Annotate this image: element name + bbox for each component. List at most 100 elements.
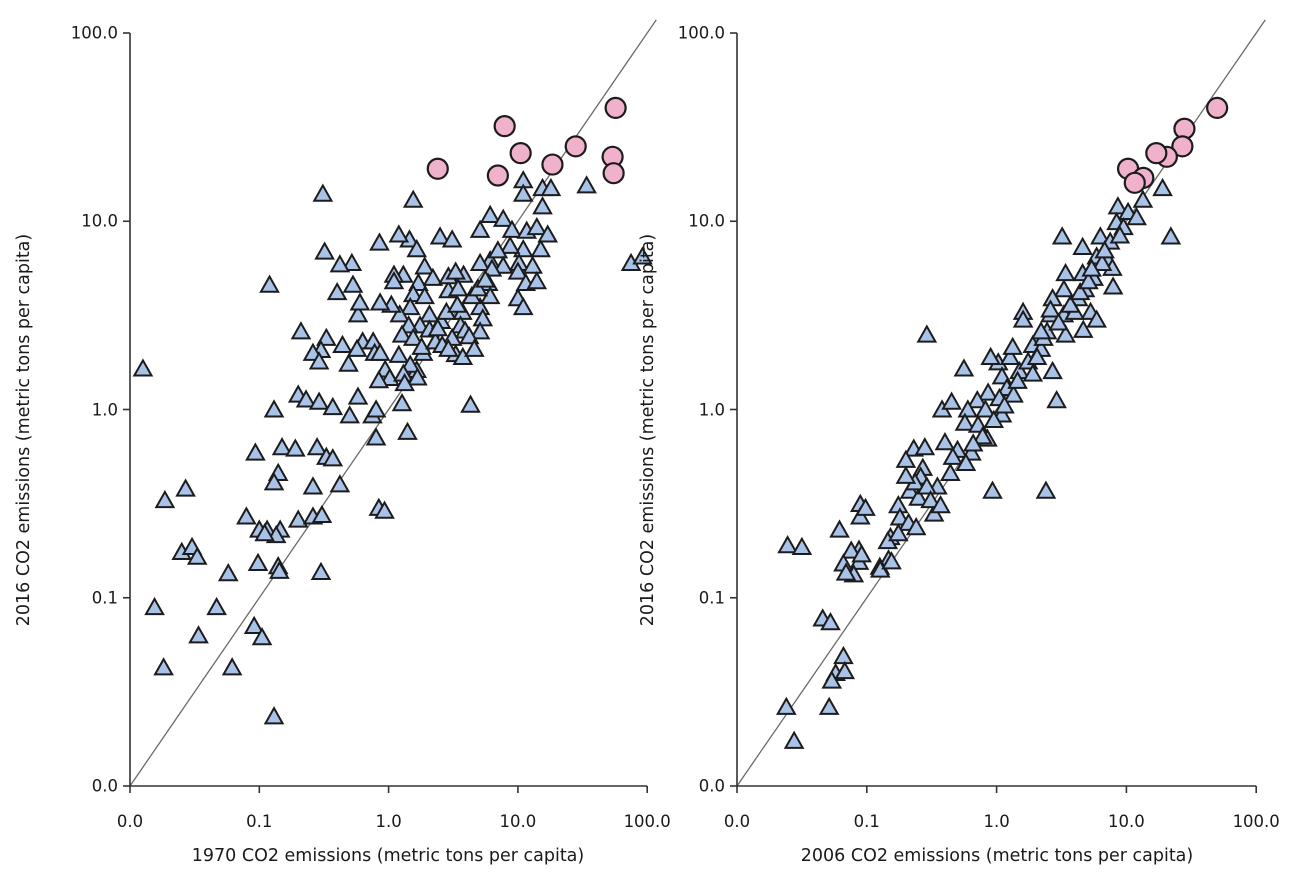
left-plot-data-point-triangle	[322, 396, 344, 416]
left-plot-data-point-triangle	[540, 177, 562, 197]
right-plot-data-point-triangle	[966, 390, 988, 409]
left-plot-data-point-triangle	[329, 474, 351, 493]
right-plot-data-point-triangle	[930, 495, 951, 514]
right-plot-data-point-circle	[1123, 171, 1146, 194]
left-plot-data-point-triangle	[406, 239, 428, 258]
left-plot-data-point-triangle	[247, 552, 269, 571]
left-plot-data-point-circle	[493, 115, 516, 138]
right-plot-data-point-triangle	[821, 670, 843, 689]
left-plot-data-point-triangle	[271, 437, 293, 456]
left-plot-x-tick-label: 100.0	[623, 812, 671, 831]
left-plot-data-point-triangle	[391, 324, 413, 343]
right-plot-data-point-triangle	[849, 506, 871, 525]
left-plot-data-point-triangle	[399, 296, 421, 316]
right-plot-data-point-triangle	[1046, 390, 1067, 409]
left-plot-data-point-triangle	[532, 196, 553, 215]
left-plot-data-point-circle	[604, 96, 627, 120]
left-plot-data-point-circle	[426, 157, 449, 180]
right-plot-data-point-triangle	[941, 391, 962, 410]
right-plot-data-point-triangle	[977, 382, 999, 401]
left-plot-data-point-triangle	[188, 625, 209, 644]
left-plot-data-point-triangle	[447, 278, 469, 297]
left-plot-data-point-circle	[509, 142, 532, 165]
right-plot-data-point-triangle	[1012, 309, 1034, 328]
left-plot-data-point-triangle	[499, 235, 521, 254]
right-plot-data-point-triangle	[1072, 236, 1093, 255]
left-plot-data-point-triangle	[472, 308, 494, 327]
right-plot-data-point-triangle	[1109, 225, 1131, 244]
left-plot-data-point-triangle	[186, 546, 208, 565]
right-plot-x-axis-label: 2006 CO2 emissions (metric tons per capi…	[800, 846, 1194, 866]
right-plot-y-axis-label: 2016 CO2 emissions (metric tons per capi…	[638, 233, 658, 627]
left-plot-data-point-triangle	[263, 399, 285, 418]
right-plot-data-point-triangle	[1091, 252, 1113, 272]
right-plot-data-point-triangle	[916, 324, 938, 343]
left-plot-data-point-triangle	[467, 278, 489, 297]
right-plot-data-point-triangle	[982, 480, 1003, 499]
right-plot-data-point-triangle	[791, 536, 813, 556]
left-plot-data-point-triangle	[269, 560, 290, 579]
right-plot-data-point-triangle	[1007, 370, 1028, 389]
right-plot-data-point-triangle	[1086, 309, 1107, 328]
left-plot-x-tick-label: 1.0	[375, 812, 402, 831]
left-plot-data-point-triangle	[460, 394, 481, 413]
right-plot-y-tick-label: 10.0	[688, 211, 725, 231]
right-plot-data-point-circle	[1145, 142, 1168, 165]
right-plot-data-point-triangle	[955, 452, 977, 471]
left-plot-data-point-triangle	[306, 437, 328, 456]
left-plot-data-point-triangle	[217, 562, 239, 582]
right-plot-data-point-triangle	[783, 730, 805, 749]
right-plot-data-point-triangle	[994, 395, 1015, 414]
left-plot-data-point-triangle	[254, 523, 275, 542]
left-plot-data-point-triangle	[402, 327, 424, 346]
right-plot-data-point-triangle	[1152, 177, 1173, 197]
left-plot-y-tick-label: 1.0	[91, 400, 118, 419]
left-plot-data-point-triangle	[422, 267, 444, 286]
left-plot-data-point-triangle	[402, 283, 424, 303]
left-plot-data-point-triangle	[458, 326, 480, 345]
left-plot-y-tick-label: 10.0	[81, 211, 118, 231]
right-plot-data-point-triangle	[940, 462, 961, 481]
right-plot-y-tick-label: 0.1	[698, 588, 725, 608]
left-plot-data-point-triangle	[427, 318, 449, 337]
left-plot-data-point-triangle	[414, 285, 435, 305]
left-plot-data-point-triangle	[479, 204, 501, 223]
left-plot-data-point-circle	[486, 164, 509, 187]
right-plot-data-point-triangle	[1042, 360, 1063, 380]
left-plot-data-point-triangle	[492, 255, 514, 274]
left-plot-data-point-triangle	[251, 627, 273, 646]
left-plot-data-point-triangle	[447, 294, 468, 313]
right-plot-data-point-triangle	[916, 476, 938, 495]
right-plot-data-point-triangle	[954, 412, 976, 431]
left-plot-data-point-triangle	[206, 596, 227, 616]
left-plot-data-point-triangle	[388, 224, 410, 243]
left-plot-y-tick-label: 100.0	[70, 23, 118, 43]
left-plot-data-point-triangle	[236, 506, 257, 525]
right-plot-data-point-triangle	[983, 409, 1005, 428]
left-plot-data-point-triangle	[469, 219, 491, 238]
left-plot-x-axis-label: 1970 CO2 emissions (metric tons per capi…	[191, 846, 585, 866]
left-plot-data-point-triangle	[389, 304, 411, 323]
left-plot-y-tick-label: 0.1	[91, 588, 118, 608]
left-plot-data-point-triangle	[475, 269, 496, 288]
left-plot-data-point-triangle	[411, 336, 432, 355]
right-plot-data-point-triangle	[1132, 189, 1154, 208]
right-plot-data-point-triangle	[975, 399, 996, 418]
right-plot-y-tick-label: 100.0	[677, 23, 725, 43]
left-plot-data-point-triangle	[153, 657, 174, 676]
right-plot-data-point-triangle	[840, 540, 862, 559]
right-plot-data-point-triangle	[942, 446, 964, 465]
left-plot-data-point-triangle	[512, 183, 534, 202]
left-plot-data-point-triangle	[402, 189, 424, 208]
left-plot-data-point-triangle	[526, 216, 548, 236]
left-plot-data-point-triangle	[507, 261, 529, 280]
right-plot-data-point-triangle	[1060, 294, 1081, 313]
left-plot-y-axis-label: 2016 CO2 emissions (metric tons per capi…	[14, 233, 34, 627]
right-plot-data-point-triangle	[908, 487, 929, 506]
right-plot-data-point-triangle	[776, 696, 797, 715]
right-plot-data-point-triangle	[920, 489, 941, 509]
left-plot-data-point-triangle	[369, 232, 390, 251]
right-plot-data-point-triangle	[1102, 276, 1124, 295]
left-plot-data-point-circle	[541, 153, 564, 176]
